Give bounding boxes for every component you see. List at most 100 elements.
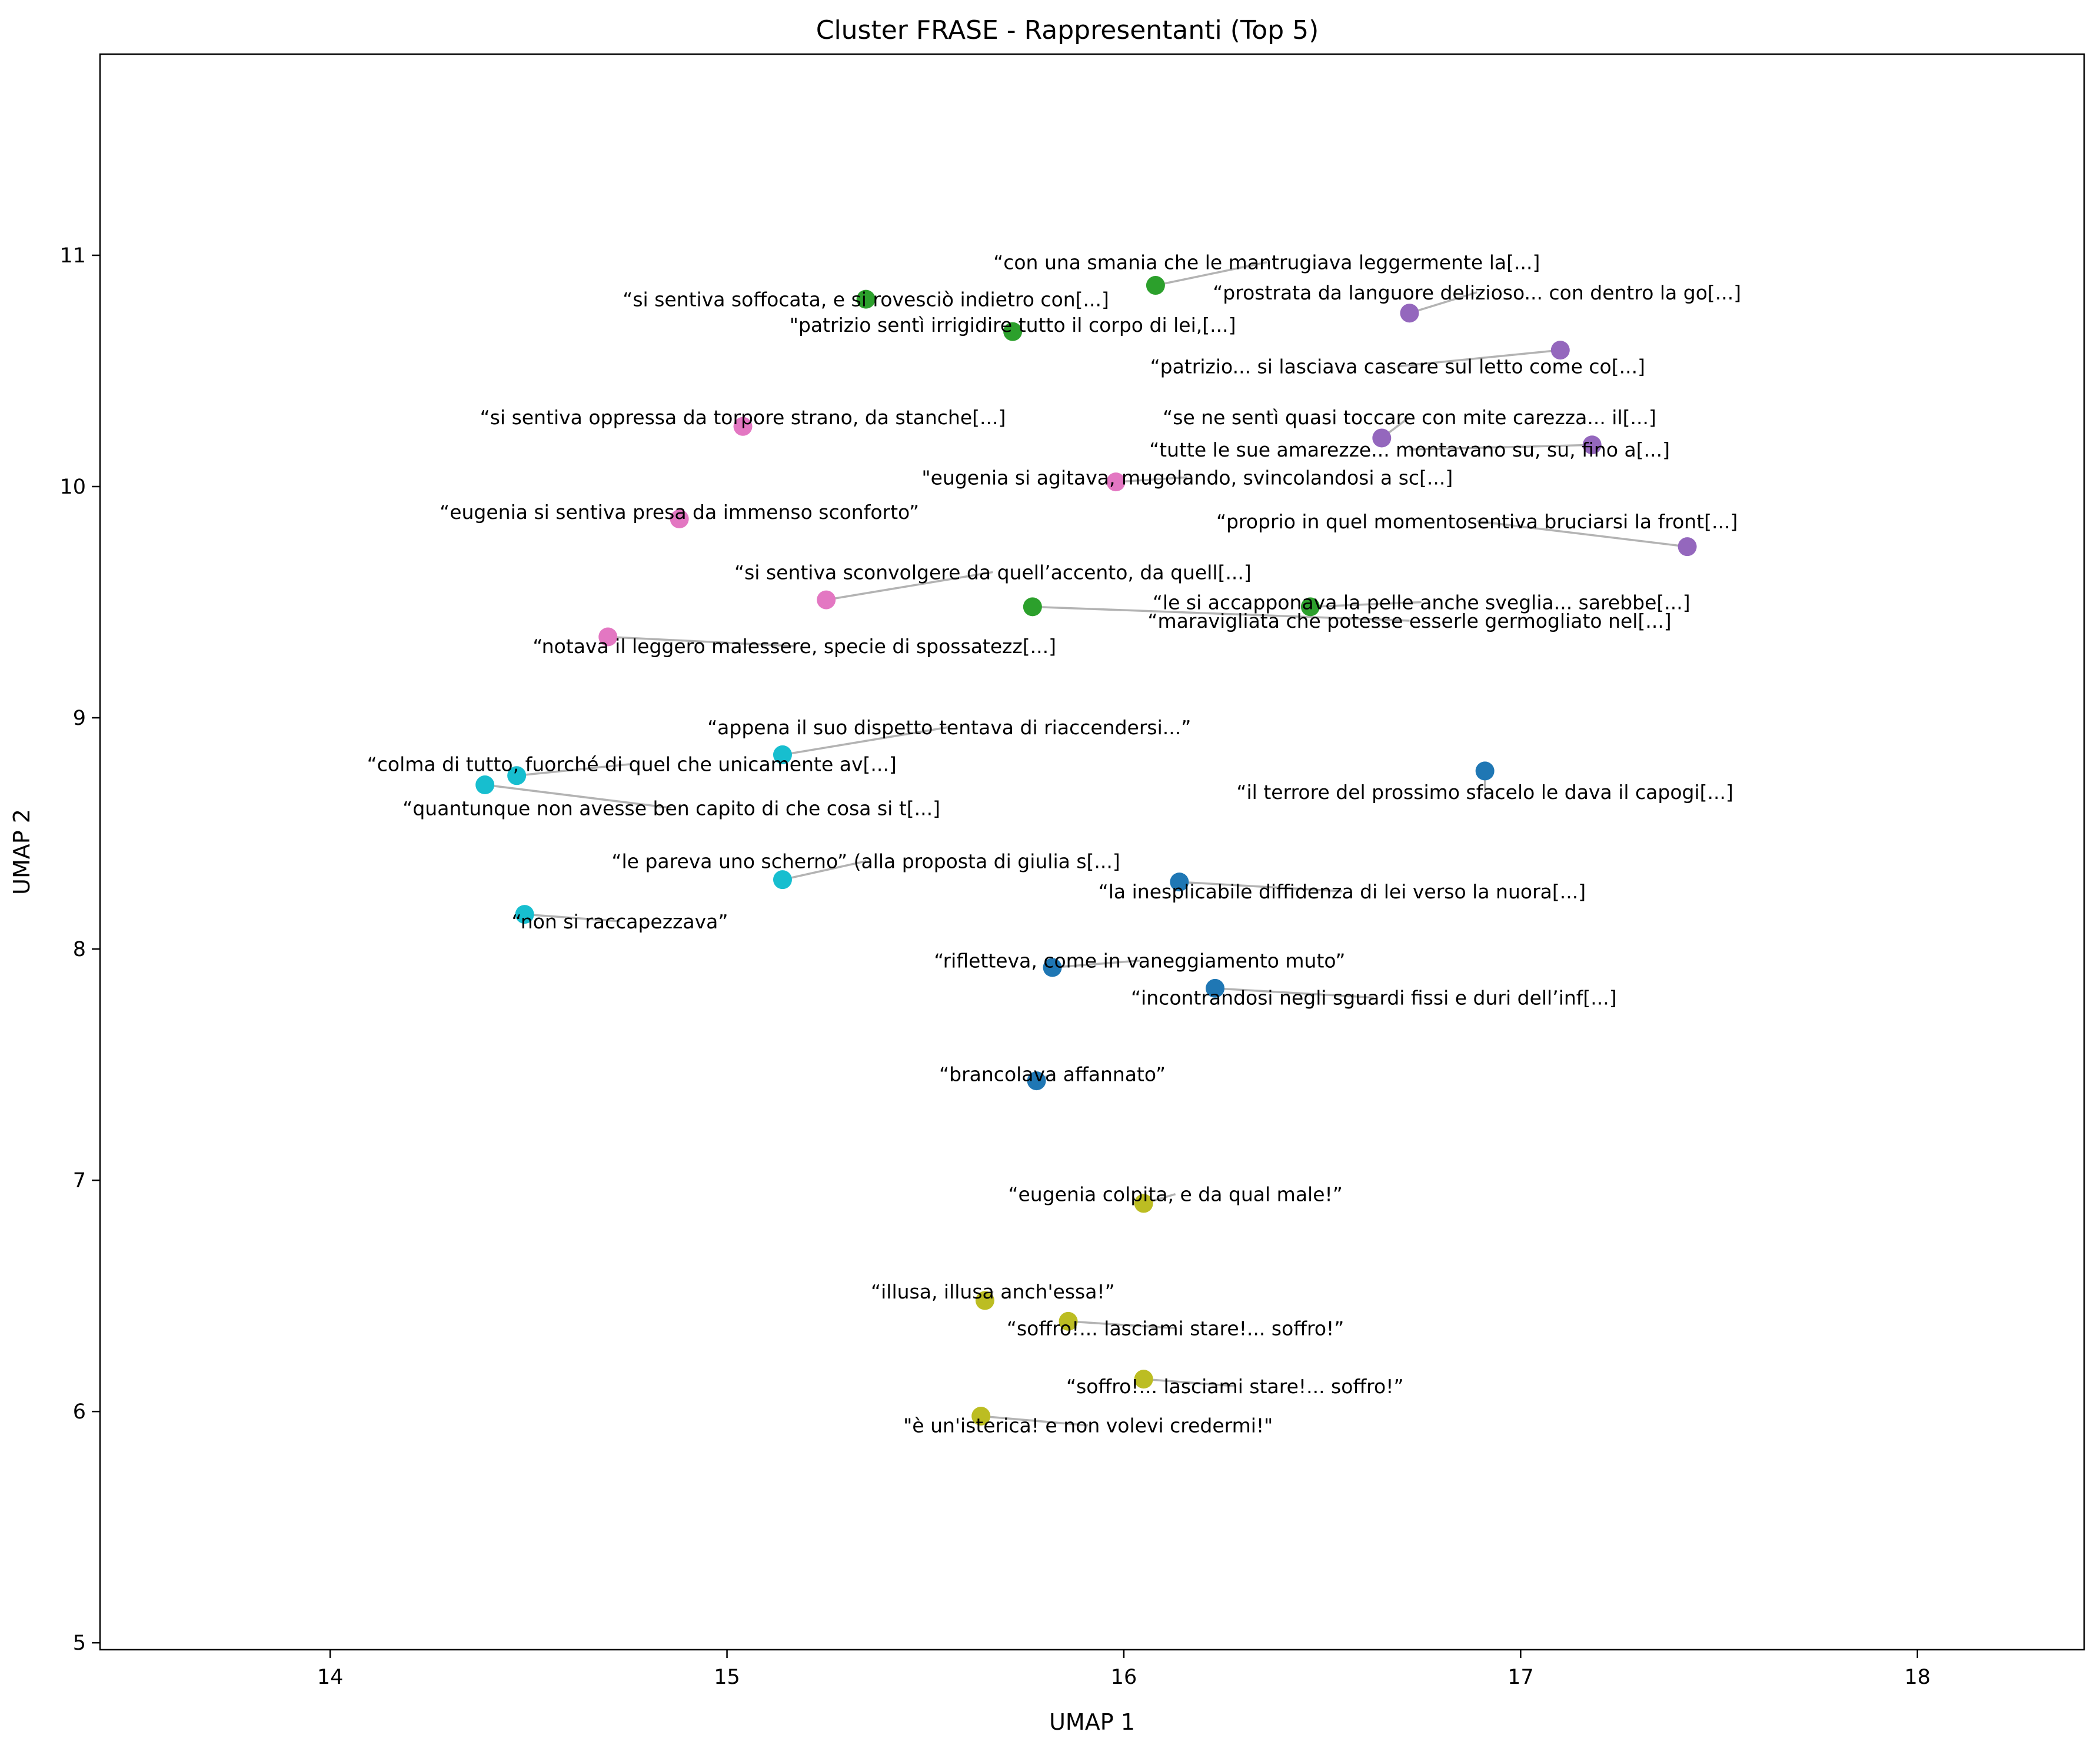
data-point xyxy=(971,1407,991,1426)
data-point xyxy=(1134,1194,1153,1213)
data-point xyxy=(1146,276,1165,295)
data-point xyxy=(507,766,527,785)
point-label: "eugenia si agitava, mugolando, svincola… xyxy=(921,466,1453,489)
data-point xyxy=(1106,472,1126,492)
point-label: “con una smania che le mantrugiava legge… xyxy=(993,251,1540,274)
x-axis: 14 15 16 17 18 xyxy=(317,1650,1931,1689)
point-label: “eugenia si sentiva presa da immenso sco… xyxy=(440,501,919,524)
point-label: “soffro!... lasciami stare!... soffro!” xyxy=(1066,1375,1404,1398)
data-point xyxy=(475,775,495,795)
data-point xyxy=(1372,428,1392,448)
y-axis: 5 6 7 8 9 10 11 xyxy=(59,244,100,1655)
data-point xyxy=(1059,1311,1078,1331)
point-labels: “con una smania che le mantrugiava legge… xyxy=(367,251,1741,1437)
leader-line xyxy=(1310,601,1422,608)
point-label: “colma di tutto, fuorché di quel che uni… xyxy=(367,753,897,776)
data-point xyxy=(1043,958,1062,977)
point-label: “si sentiva oppressa da torpore strano, … xyxy=(480,406,1006,429)
point-label: "patrizio sentì irrigidire tutto il corp… xyxy=(790,314,1236,337)
data-point xyxy=(515,905,534,924)
leader-line xyxy=(1179,881,1342,893)
point-label: “il terrore del prossimo sfacelo le dava… xyxy=(1236,781,1733,804)
data-point xyxy=(1170,872,1189,892)
leader-line xyxy=(782,726,950,756)
data-point xyxy=(975,1291,994,1310)
x-tick-label: 18 xyxy=(1904,1666,1931,1689)
point-label: “maravigliata che potesse esserle germog… xyxy=(1147,610,1671,632)
chart-title: Cluster FRASE - Rappresentanti (Top 5) xyxy=(816,15,1319,45)
data-point xyxy=(1023,597,1042,617)
leader-line xyxy=(782,860,866,881)
data-point xyxy=(1134,1370,1153,1389)
leader-line xyxy=(484,784,672,810)
point-label: “incontrandosi negli sguardi fissi e dur… xyxy=(1131,987,1617,1010)
leader-line xyxy=(1155,261,1267,287)
point-label: “rifletteva, come in vaneggiamento muto” xyxy=(934,950,1345,973)
leader-line xyxy=(1397,349,1560,368)
leader-line xyxy=(1409,444,1592,451)
leader-line xyxy=(524,913,620,923)
leader-line xyxy=(516,762,632,777)
point-label: “quantunque non avesse ben capito di che… xyxy=(402,797,940,820)
data-point xyxy=(773,870,792,890)
data-point xyxy=(1678,537,1697,557)
data-point xyxy=(856,289,876,309)
leader-line xyxy=(826,571,993,601)
point-label: “patrizio... si lasciava cascare sul let… xyxy=(1150,355,1645,378)
y-tick-label: 10 xyxy=(59,475,86,499)
point-label: “si sentiva sconvolgere da quell’accento… xyxy=(734,561,1252,584)
data-point xyxy=(1027,1071,1046,1091)
point-label: “le pareva uno scherno” (alla proposta d… xyxy=(611,850,1120,873)
y-tick-label: 6 xyxy=(73,1400,86,1424)
point-label: “appena il suo dispetto tentava di riacc… xyxy=(707,716,1191,739)
y-tick-label: 7 xyxy=(73,1169,86,1193)
data-points xyxy=(475,276,1697,1426)
point-label: “soffro!... lasciami stare!... soffro!” xyxy=(1007,1317,1344,1340)
data-point xyxy=(773,745,792,764)
data-point xyxy=(1475,761,1495,781)
leader-line xyxy=(1214,987,1374,999)
leader-line xyxy=(1052,959,1140,969)
y-tick-label: 8 xyxy=(73,938,86,961)
point-label: “si sentiva soffocata, e si rovesciò ind… xyxy=(623,288,1109,311)
point-label: "è un'isterica! e non volevi credermi!" xyxy=(903,1414,1273,1437)
x-tick-label: 15 xyxy=(714,1666,740,1689)
data-point xyxy=(1003,322,1023,341)
leader-line xyxy=(1116,476,1187,483)
data-point xyxy=(1206,978,1225,998)
leader-line xyxy=(1409,291,1477,314)
data-point xyxy=(733,417,753,436)
leader-line xyxy=(981,1415,1089,1427)
data-point xyxy=(1400,304,1419,323)
point-label: “illusa, illusa anch'essa!” xyxy=(871,1280,1115,1303)
data-point xyxy=(1300,597,1320,617)
x-axis-label: UMAP 1 xyxy=(1049,1709,1135,1735)
leader-line xyxy=(1032,605,1410,622)
x-tick-label: 17 xyxy=(1507,1666,1534,1689)
x-tick-label: 16 xyxy=(1111,1666,1137,1689)
leader-line xyxy=(1476,520,1688,548)
point-label: “notava il leggero malessere, specie di … xyxy=(533,635,1056,658)
plot-area: “con una smania che le mantrugiava legge… xyxy=(99,53,2085,1651)
data-point xyxy=(1550,341,1570,360)
point-label: “non si raccapezzava” xyxy=(512,910,728,933)
axes-frame xyxy=(99,53,2085,1651)
leader-line xyxy=(1068,1320,1176,1330)
point-label: “se ne sentì quasi toccare con mite care… xyxy=(1163,406,1656,429)
y-tick-label: 5 xyxy=(73,1631,86,1655)
data-point xyxy=(670,509,689,529)
x-tick-label: 14 xyxy=(317,1666,344,1689)
point-label: “prostrata da languore delizioso... con … xyxy=(1213,281,1741,304)
leader-lines xyxy=(484,261,1688,1427)
data-point xyxy=(1582,435,1602,455)
data-point xyxy=(817,590,836,610)
point-label: “la inesplicabile diffidenza di lei vers… xyxy=(1099,880,1586,903)
y-tick-label: 11 xyxy=(59,244,86,268)
data-point xyxy=(598,627,618,647)
leader-line xyxy=(608,635,795,647)
y-tick-label: 9 xyxy=(73,707,86,730)
point-label: “eugenia colpita, e da qual male!” xyxy=(1008,1183,1342,1206)
point-label: “proprio in quel momentosentiva bruciars… xyxy=(1216,510,1738,533)
